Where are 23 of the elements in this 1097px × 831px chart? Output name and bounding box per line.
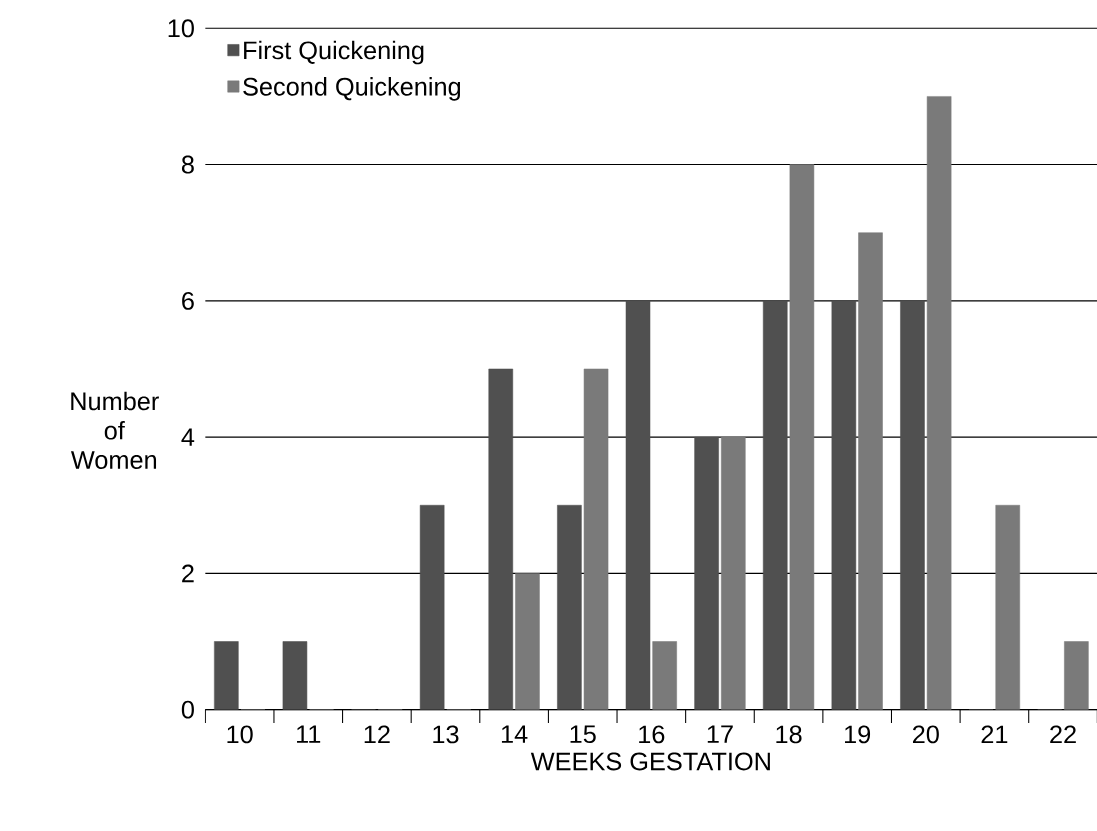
x-tick-label: 14 <box>501 725 528 743</box>
y-tick-label: 4 <box>181 428 195 446</box>
y-tick-label: 2 <box>182 564 194 583</box>
x-tick-label: 13 <box>433 725 459 744</box>
x-tick-label: 10 <box>227 725 253 744</box>
x-tick-label: 12 <box>364 725 390 744</box>
x-tick-label: 15 <box>570 725 596 744</box>
x-tick-label: 22 <box>1050 725 1076 744</box>
legend-label: First Quickening <box>244 40 424 65</box>
x-axis-title: WEEKS GESTATION <box>530 752 770 771</box>
x-tick-label: 11 <box>297 725 321 743</box>
x-tick-label: 20 <box>912 725 939 744</box>
y-tick-label: 0 <box>181 700 194 719</box>
x-tick-label: 18 <box>776 725 802 744</box>
legend-label: Second Quickening <box>243 77 461 101</box>
x-tick-label: 21 <box>981 725 1008 744</box>
x-tick-label: 19 <box>845 725 871 744</box>
y-tick-label: 8 <box>181 155 194 174</box>
y-axis-title: Number of Women <box>70 391 159 469</box>
y-tick-label: 6 <box>182 291 194 310</box>
x-tick-label: 16 <box>639 725 665 744</box>
y-tick-label: 10 <box>168 19 194 38</box>
x-tick-label: 17 <box>707 725 733 743</box>
